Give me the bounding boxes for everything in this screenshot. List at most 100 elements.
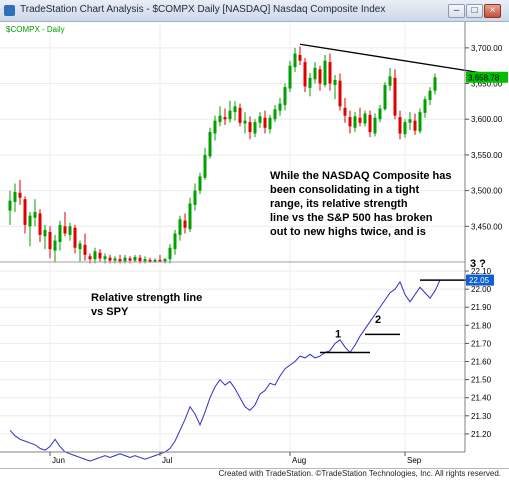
- up-candle: [213, 115, 217, 141]
- candle-body: [278, 103, 282, 111]
- candle-body: [118, 259, 122, 262]
- candle-body: [33, 212, 37, 218]
- footer: Created with TradeStation. ©TradeStation…: [0, 468, 509, 480]
- candle-body: [198, 176, 202, 191]
- up-candle: [168, 244, 172, 264]
- up-candle: [433, 73, 437, 95]
- month-tick-label: Sep: [407, 456, 422, 465]
- breakout-number-label: 1: [335, 329, 341, 341]
- candle-body: [43, 229, 47, 237]
- candle-body: [388, 76, 392, 86]
- candle-body: [268, 117, 272, 130]
- down-candle: [223, 108, 227, 125]
- candle-body: [128, 258, 132, 261]
- candle-body: [263, 117, 267, 128]
- candle-body: [243, 120, 247, 124]
- candle-body: [398, 117, 402, 134]
- up-candle: [233, 101, 237, 121]
- candle-body: [68, 226, 72, 235]
- minimize-button[interactable]: –: [448, 4, 465, 18]
- candle-body: [383, 84, 387, 110]
- candle-body: [38, 213, 42, 235]
- up-candle: [353, 112, 357, 133]
- chart-area[interactable]: 1 2 3 ? 3,450.00 3,500.00 3,550.00 3,600.00 3,…: [0, 22, 509, 468]
- candle-body: [188, 203, 192, 230]
- down-candle: [413, 113, 417, 135]
- last-rs-label: 22.05: [469, 276, 490, 285]
- up-candle: [68, 222, 72, 241]
- rs-label-line: Relative strength line: [91, 292, 202, 304]
- candle-body: [318, 69, 322, 84]
- annotation-line: been consolidating in a tight: [270, 184, 419, 196]
- resistance-trendline: [299, 43, 491, 75]
- up-candle: [13, 183, 17, 213]
- down-candle: [368, 110, 372, 138]
- up-candle: [198, 172, 202, 195]
- up-candle: [258, 112, 262, 128]
- up-candle: [418, 108, 422, 134]
- down-candle: [238, 103, 242, 127]
- candle-body: [313, 67, 317, 80]
- close-button[interactable]: ×: [484, 4, 501, 18]
- up-candle: [58, 220, 62, 251]
- price-tick-label: 3,500.00: [471, 187, 503, 196]
- maximize-button[interactable]: □: [466, 4, 483, 18]
- up-candle: [43, 224, 47, 250]
- relative-strength-line: [9, 279, 441, 462]
- up-candle: [178, 215, 182, 241]
- rs-series-label: Relative strength line vs SPY: [91, 292, 205, 318]
- candle-body: [433, 77, 437, 91]
- down-candle: [23, 196, 27, 234]
- candle-body: [23, 199, 27, 225]
- down-candle: [348, 110, 352, 134]
- down-candle: [248, 116, 252, 140]
- rs-tick-label: 21.20: [471, 430, 492, 439]
- candle-body: [303, 62, 307, 87]
- up-candle: [268, 114, 272, 134]
- down-candle: [303, 57, 307, 93]
- candle-body: [408, 119, 412, 123]
- candle-body: [228, 110, 232, 120]
- candle-body: [323, 60, 327, 85]
- candle-body: [293, 53, 297, 68]
- rs-tick-label: 22.10: [471, 267, 492, 276]
- up-candle: [8, 190, 12, 225]
- breakout-number-label: 2: [375, 314, 381, 326]
- up-candle: [333, 74, 337, 100]
- candle-body: [58, 224, 62, 243]
- candle-body: [73, 227, 77, 248]
- candle-body: [78, 243, 82, 250]
- candle-body: [163, 259, 167, 262]
- candle-body: [348, 117, 352, 127]
- down-candle: [83, 233, 87, 261]
- up-candle: [133, 254, 137, 263]
- candle-body: [153, 259, 157, 262]
- down-candle: [328, 53, 332, 91]
- candle-body: [148, 259, 152, 262]
- candle-body: [273, 109, 277, 120]
- annotation-line: line vs the S&P 500 has broken: [270, 212, 433, 224]
- candle-body: [403, 122, 407, 135]
- candle-body: [378, 108, 382, 120]
- candle-body: [233, 106, 237, 113]
- candle-body: [308, 77, 312, 88]
- candle-body: [13, 192, 17, 203]
- candle-body: [178, 219, 182, 235]
- up-candle: [243, 112, 247, 134]
- up-candle: [193, 183, 197, 211]
- down-candle: [183, 213, 187, 234]
- up-candle: [78, 240, 82, 262]
- up-candle: [383, 82, 387, 111]
- up-candle: [228, 100, 232, 123]
- up-candle: [283, 83, 287, 111]
- down-candle: [98, 249, 102, 262]
- candle-body: [328, 62, 332, 84]
- up-candle: [93, 247, 97, 264]
- candle-body: [203, 154, 207, 178]
- down-candle: [298, 46, 302, 65]
- candle-body: [248, 122, 252, 133]
- up-candle: [273, 104, 277, 123]
- candle-body: [88, 256, 92, 260]
- price-tick-label: 3,650.00: [471, 80, 503, 89]
- annotation-line: range, its relative strength: [270, 198, 408, 210]
